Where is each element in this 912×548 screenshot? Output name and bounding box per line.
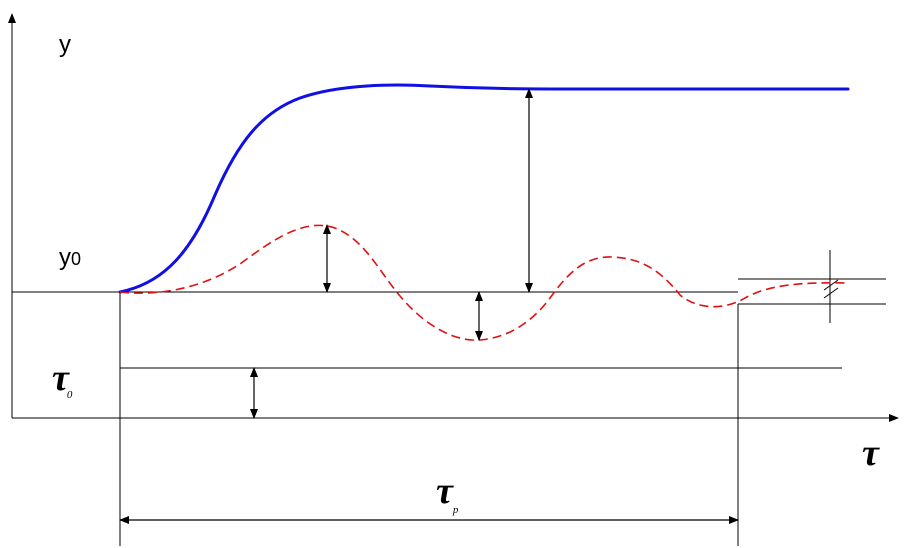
y0-label: y0 [59,244,81,271]
step-response-curve [118,83,850,294]
tolerance-tick-upper [823,279,839,291]
taup-label: τp [436,470,459,516]
tau0-label: τ0 [52,357,73,401]
disturbance-response-curve [119,224,849,341]
tau-axis-label: τ [862,432,880,474]
y-axis-label: y [59,31,71,58]
tolerance-tick-lower [823,287,839,299]
